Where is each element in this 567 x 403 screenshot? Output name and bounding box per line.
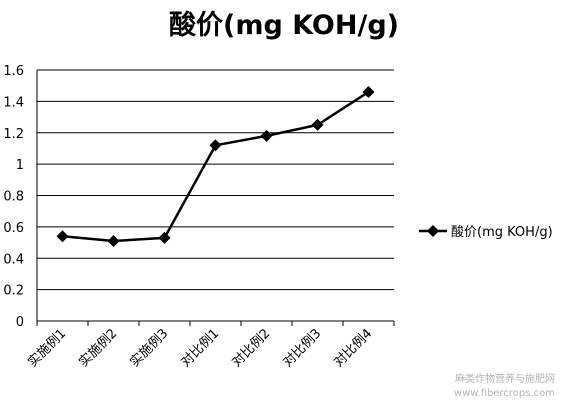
data-point-marker (362, 85, 375, 98)
data-point-marker (107, 234, 120, 247)
gridlines (36, 69, 394, 321)
chart-title: 酸价(mg KOH/g) (169, 10, 399, 41)
y-axis-ticks: 0 0.2 0.4 0.6 0.8 1 1.2 1.4 1.6 (3, 64, 24, 330)
y-tick-label: 1.2 (3, 127, 24, 142)
series-line (56, 85, 375, 247)
x-tick-label: 对比例4 (331, 326, 375, 370)
data-point-marker (311, 118, 324, 131)
watermark-line2: www.fibercrops.com (454, 388, 555, 399)
data-point-marker (158, 231, 171, 244)
y-tick-label: 0.4 (3, 252, 24, 267)
x-tick-label: 对比例1 (178, 326, 222, 370)
y-tick-label: 0.2 (3, 284, 24, 299)
data-point-marker (260, 129, 273, 142)
data-point-marker (56, 230, 69, 243)
x-tick-label: 对比例2 (229, 326, 273, 370)
y-tick-label: 1.4 (3, 95, 24, 110)
x-tick-label: 实施例2 (76, 326, 120, 370)
x-axis: 实施例1 实施例2 实施例3 对比例1 对比例2 对比例3 对比例4 (25, 320, 395, 370)
y-tick-label: 0 (16, 315, 24, 330)
series-polyline (62, 90, 370, 243)
watermark-line1: 麻类作物营养与施肥网 (455, 372, 555, 385)
y-tick-label: 1.6 (3, 64, 24, 79)
y-tick-label: 0.8 (3, 190, 24, 205)
x-tick-label: 对比例3 (280, 326, 324, 370)
x-tick-label: 实施例1 (25, 326, 69, 370)
y-tick-label: 1 (16, 158, 24, 173)
legend-diamond-icon (427, 225, 439, 237)
x-tick-label: 实施例3 (127, 326, 171, 370)
legend-label: 酸价(mg KOH/g) (451, 225, 553, 240)
data-point-marker (209, 139, 222, 152)
legend: 酸价(mg KOH/g) (419, 225, 553, 240)
y-tick-label: 0.6 (3, 221, 24, 236)
